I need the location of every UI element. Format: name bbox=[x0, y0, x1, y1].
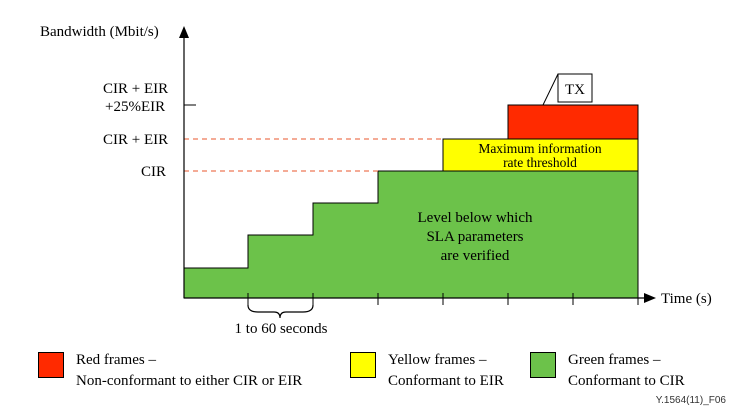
green-frames-area bbox=[183, 170, 639, 299]
x-axis-label: Time (s) bbox=[661, 291, 712, 307]
step-duration-label: 1 to 60 seconds bbox=[235, 321, 328, 337]
green-zone-text-line2: SLA parameters bbox=[426, 229, 523, 245]
legend-yellow-desc: Conformant to EIR bbox=[388, 373, 504, 389]
tx-callout: TX bbox=[542, 73, 593, 106]
red-frames-area bbox=[507, 104, 639, 140]
x-axis-arrow bbox=[644, 293, 656, 303]
green-zone-text-line1: Level below which bbox=[418, 210, 533, 226]
yellow-zone-text-line2: rate threshold bbox=[503, 155, 577, 170]
y-axis-label: Bandwidth (Mbit/s) bbox=[40, 24, 159, 40]
green-zone-text-line3: are verified bbox=[441, 248, 510, 264]
yellow-swatch bbox=[350, 352, 376, 378]
tx-label: TX bbox=[565, 82, 585, 98]
legend-yellow-title: Yellow frames – bbox=[388, 352, 487, 368]
legend-red-desc: Non-conformant to either CIR or EIR bbox=[76, 373, 303, 389]
x-axis-ticks bbox=[247, 293, 639, 305]
legend-red-title: Red frames – bbox=[76, 352, 156, 368]
red-swatch bbox=[38, 352, 64, 378]
level-cir: CIR bbox=[141, 164, 166, 180]
level-cir-eir-25-line1: CIR + EIR bbox=[103, 81, 168, 97]
figure-id: Y.1564(11)_F06 bbox=[655, 395, 726, 406]
level-cir-eir-25-line2: +25%EIR bbox=[105, 99, 165, 115]
legend-green-title: Green frames – bbox=[568, 352, 661, 368]
yellow-zone-text-line1: Maximum information bbox=[478, 141, 602, 156]
level-cir-eir: CIR + EIR bbox=[103, 132, 168, 148]
tx-label-box bbox=[557, 73, 593, 103]
y-axis-arrow bbox=[179, 26, 189, 38]
legend-green-desc: Conformant to CIR bbox=[568, 373, 685, 389]
step-duration-brace bbox=[247, 304, 314, 319]
yellow-frames-area bbox=[442, 138, 639, 172]
green-swatch bbox=[530, 352, 556, 378]
